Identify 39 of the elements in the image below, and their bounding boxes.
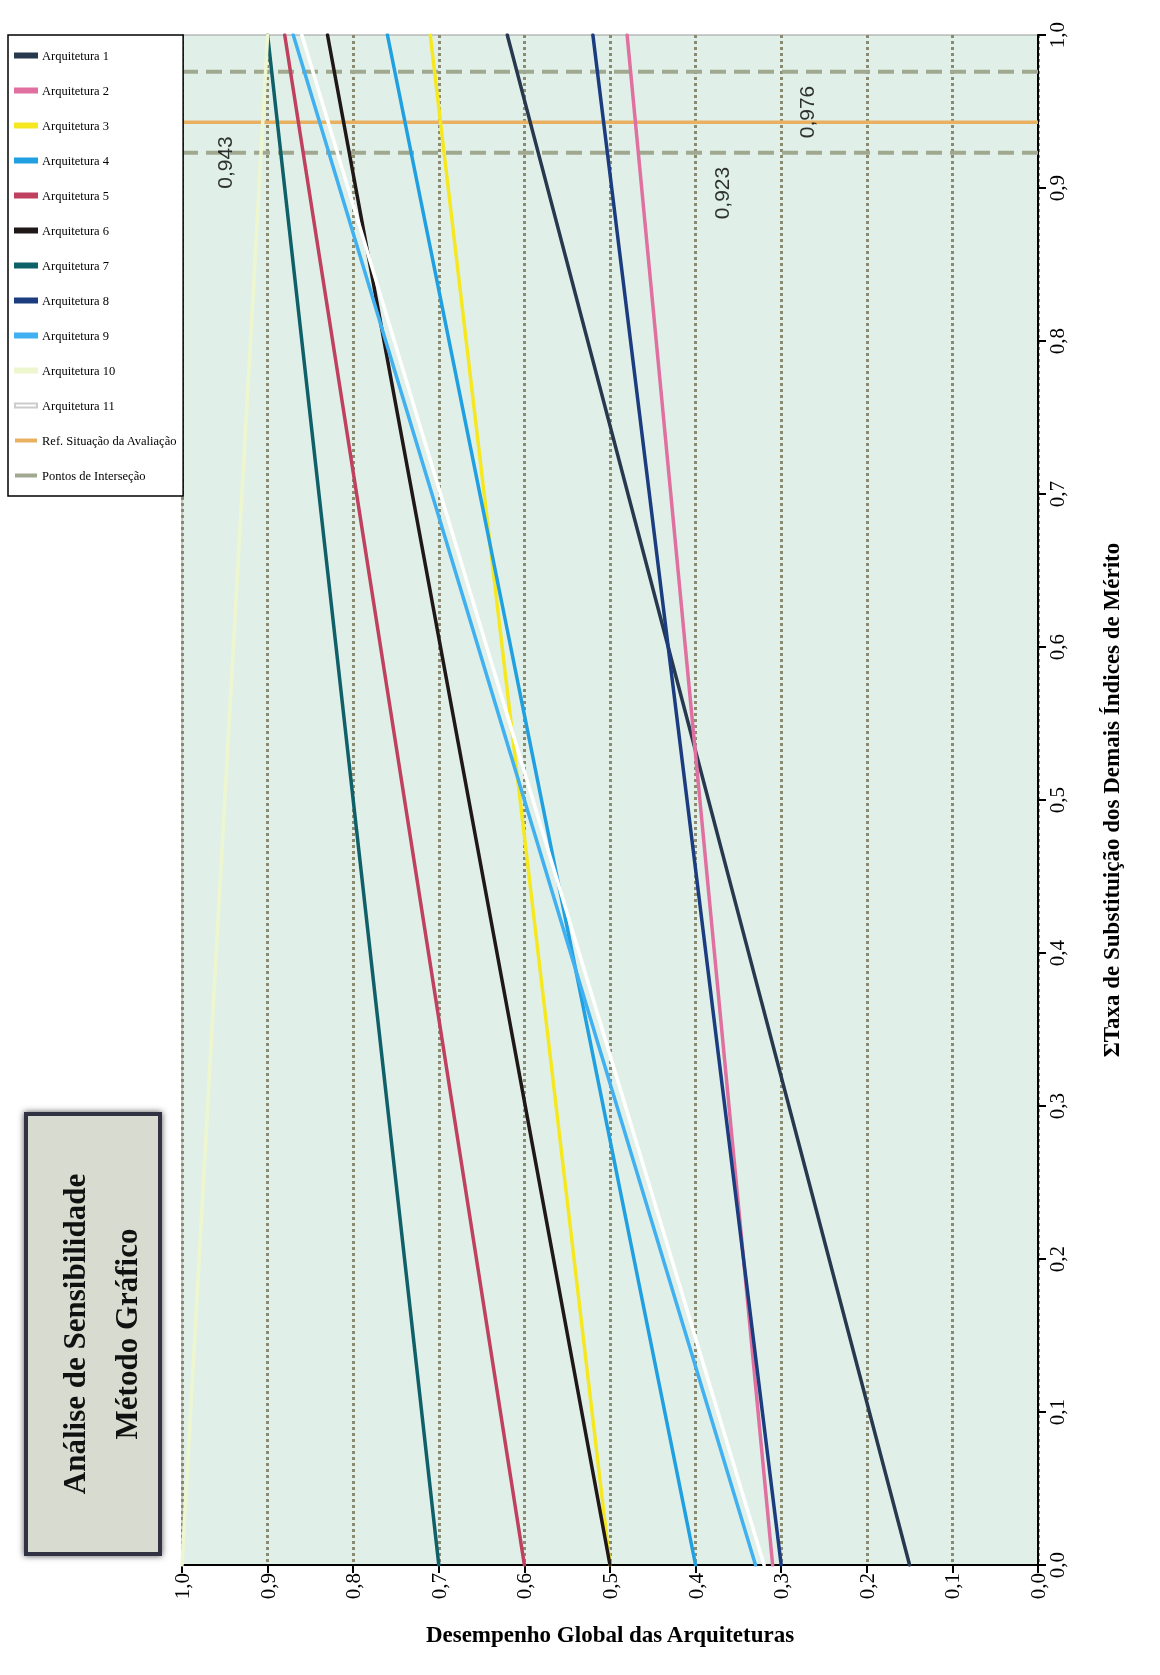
text: Análise de Sensibilidade Método Gráfico [56,1173,144,1495]
y-tick-label: 1,0 [1044,21,1069,49]
legend-label: Arquitetura 1 [42,48,109,63]
legend-label: Arquitetura 9 [42,328,109,343]
legend-label: Arquitetura 10 [42,363,116,378]
x-tick-label: 0,6 [512,1573,537,1600]
x-tick-label: 1,0 [170,1573,194,1600]
x-tick-label: 0,4 [683,1572,708,1600]
annotation: 0,923 [709,166,733,220]
y-tick-label: 0,9 [1044,174,1069,202]
y-tick-label: 0,6 [1044,633,1069,661]
legend-label: Ref. Situação da Avaliação [42,433,177,448]
x-tick-label: 0,8 [341,1573,366,1600]
y-tick-label: 0,8 [1044,327,1069,355]
legend-label: Arquitetura 5 [42,188,109,203]
x-axis-title: Desempenho Global das Arquiteturas [425,1622,795,1647]
legend-label: Arquitetura 6 [42,223,109,238]
y-tick-label: 0,7 [1044,480,1069,508]
x-tick-label: 0,9 [255,1573,280,1600]
legend-label: Arquitetura 11 [42,398,115,413]
x-tick-label: 0,5 [598,1573,622,1600]
x-tick-label: 0,2 [854,1573,879,1600]
y-tick-label: 0,4 [1044,939,1069,967]
annotation: 0,976 [795,85,819,139]
legend-label: Arquitetura 7 [42,258,109,273]
x-tick-label: 0,7 [426,1573,451,1600]
x-tick-label: 0,1 [940,1573,965,1600]
annotation: 0,943 [213,136,237,189]
legend-label: Arquitetura 3 [42,118,109,133]
y-tick-label: 0,5 [1044,786,1069,814]
legend-label: Pontos de Interseção [42,468,146,483]
legend-label: Arquitetura 8 [42,293,109,308]
legend-label: Arquitetura 4 [42,153,110,168]
x-tick-label: 0,3 [769,1573,794,1600]
y-tick-label: 0,3 [1044,1092,1069,1120]
legend-label: Arquitetura 2 [42,83,109,98]
y-axis-title: ΣTaxa de Substituição dos Demais Índices de Mérito [1099,542,1124,1058]
y-tick-label: 0,1 [1044,1398,1069,1426]
y-tick-label: 0,2 [1044,1245,1069,1273]
